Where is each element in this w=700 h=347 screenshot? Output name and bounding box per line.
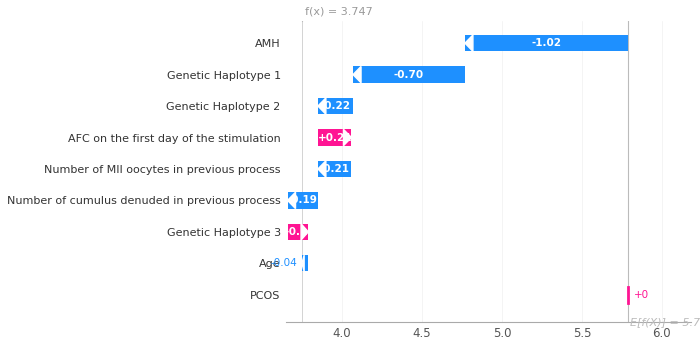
Text: -0.70: -0.70 (394, 70, 424, 79)
Bar (318, 129, 351, 146)
Bar (288, 192, 318, 209)
Polygon shape (465, 35, 473, 51)
Polygon shape (288, 192, 295, 209)
Text: -1.02: -1.02 (531, 38, 561, 48)
Bar (318, 161, 351, 177)
Bar (465, 35, 628, 51)
Text: +0.21: +0.21 (317, 133, 352, 143)
Bar (302, 255, 308, 271)
Text: +0.13: +0.13 (281, 227, 315, 237)
Text: f(x) = 3.747: f(x) = 3.747 (305, 7, 372, 16)
Polygon shape (301, 224, 308, 240)
Text: +0: +0 (634, 290, 649, 300)
Text: -0.19: -0.19 (288, 195, 318, 205)
Polygon shape (302, 255, 304, 271)
Polygon shape (318, 161, 326, 177)
Text: -0.22: -0.22 (321, 101, 351, 111)
Polygon shape (344, 129, 351, 146)
Bar (288, 224, 308, 240)
Polygon shape (318, 98, 326, 114)
Polygon shape (353, 66, 361, 83)
Bar (318, 98, 353, 114)
Text: -0.21: -0.21 (320, 164, 350, 174)
Bar (353, 66, 465, 83)
Text: E[f(X)] = 5.788: E[f(X)] = 5.788 (629, 318, 700, 328)
Text: -0.04: -0.04 (270, 258, 297, 268)
